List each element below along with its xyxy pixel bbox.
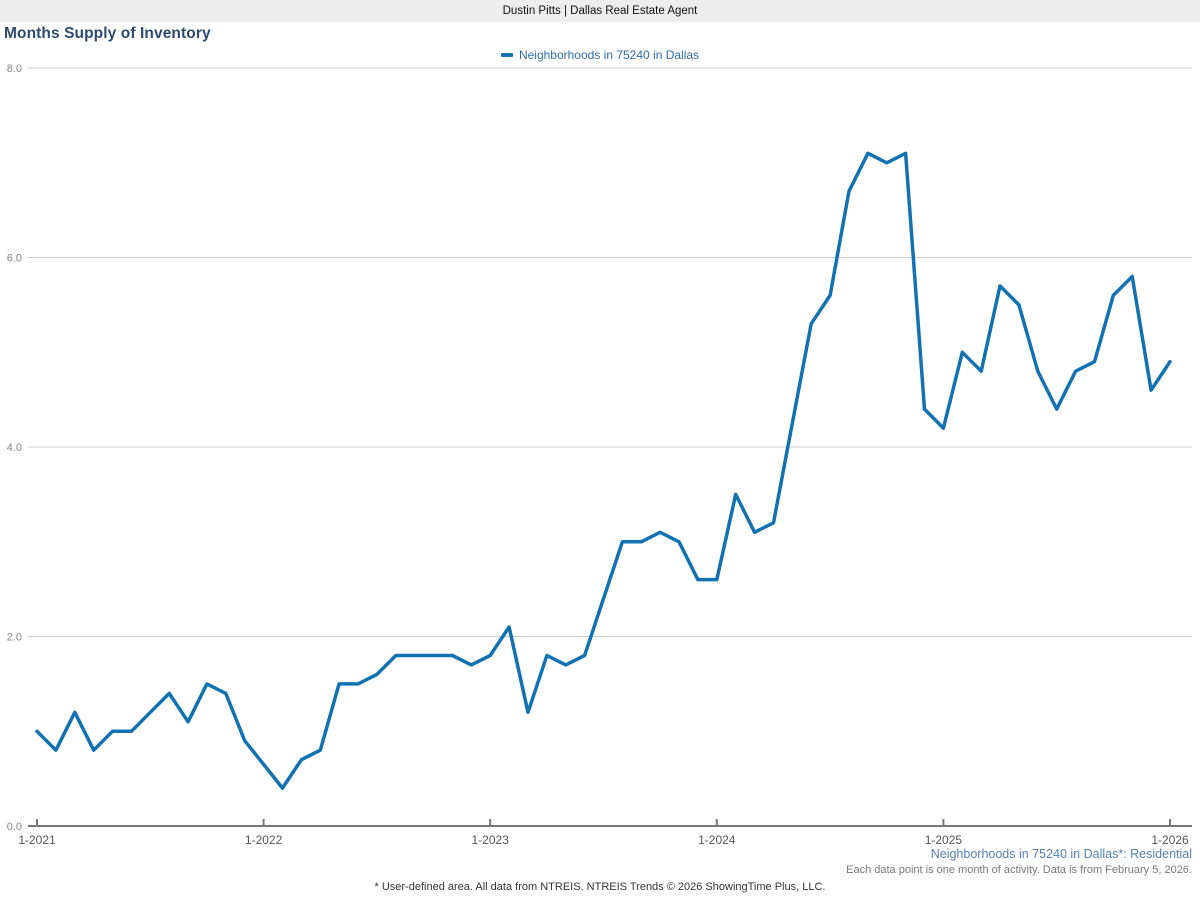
x-tick-label: 1-2022 [245, 833, 283, 847]
y-tick-label: 8.0 [7, 63, 22, 75]
x-tick-label: 1-2025 [925, 833, 963, 847]
header-title: Dustin Pitts | Dallas Real Estate Agent [502, 5, 698, 17]
series-line [35, 151, 1172, 790]
x-tick-label: 1-2021 [18, 833, 56, 847]
footer-disclaimer: * User-defined area. All data from NTREI… [374, 881, 826, 893]
y-tick-label: 6.0 [7, 253, 22, 265]
y-tick-label: 2.0 [7, 632, 22, 644]
y-tick-label: 0.0 [7, 821, 22, 833]
legend-line-swatch [500, 52, 513, 57]
x-tick-label: 1-2026 [1151, 833, 1189, 847]
page-title: Months Supply of Inventory [4, 25, 211, 42]
data-note: Each data point is one month of activity… [846, 864, 1192, 876]
legend: Neighborhoods in 75240 in Dallas [0, 47, 1200, 62]
x-tick-label: 1-2023 [472, 833, 510, 847]
y-tick-label: 4.0 [7, 442, 22, 454]
legend-label: Neighborhoods in 75240 in Dallas [518, 47, 700, 62]
header-bar: Dustin Pitts | Dallas Real Estate Agent [0, 0, 1200, 22]
series-note: Neighborhoods in 75240 in Dallas*: Resid… [930, 847, 1192, 861]
x-tick-label: 1-2024 [698, 833, 736, 847]
